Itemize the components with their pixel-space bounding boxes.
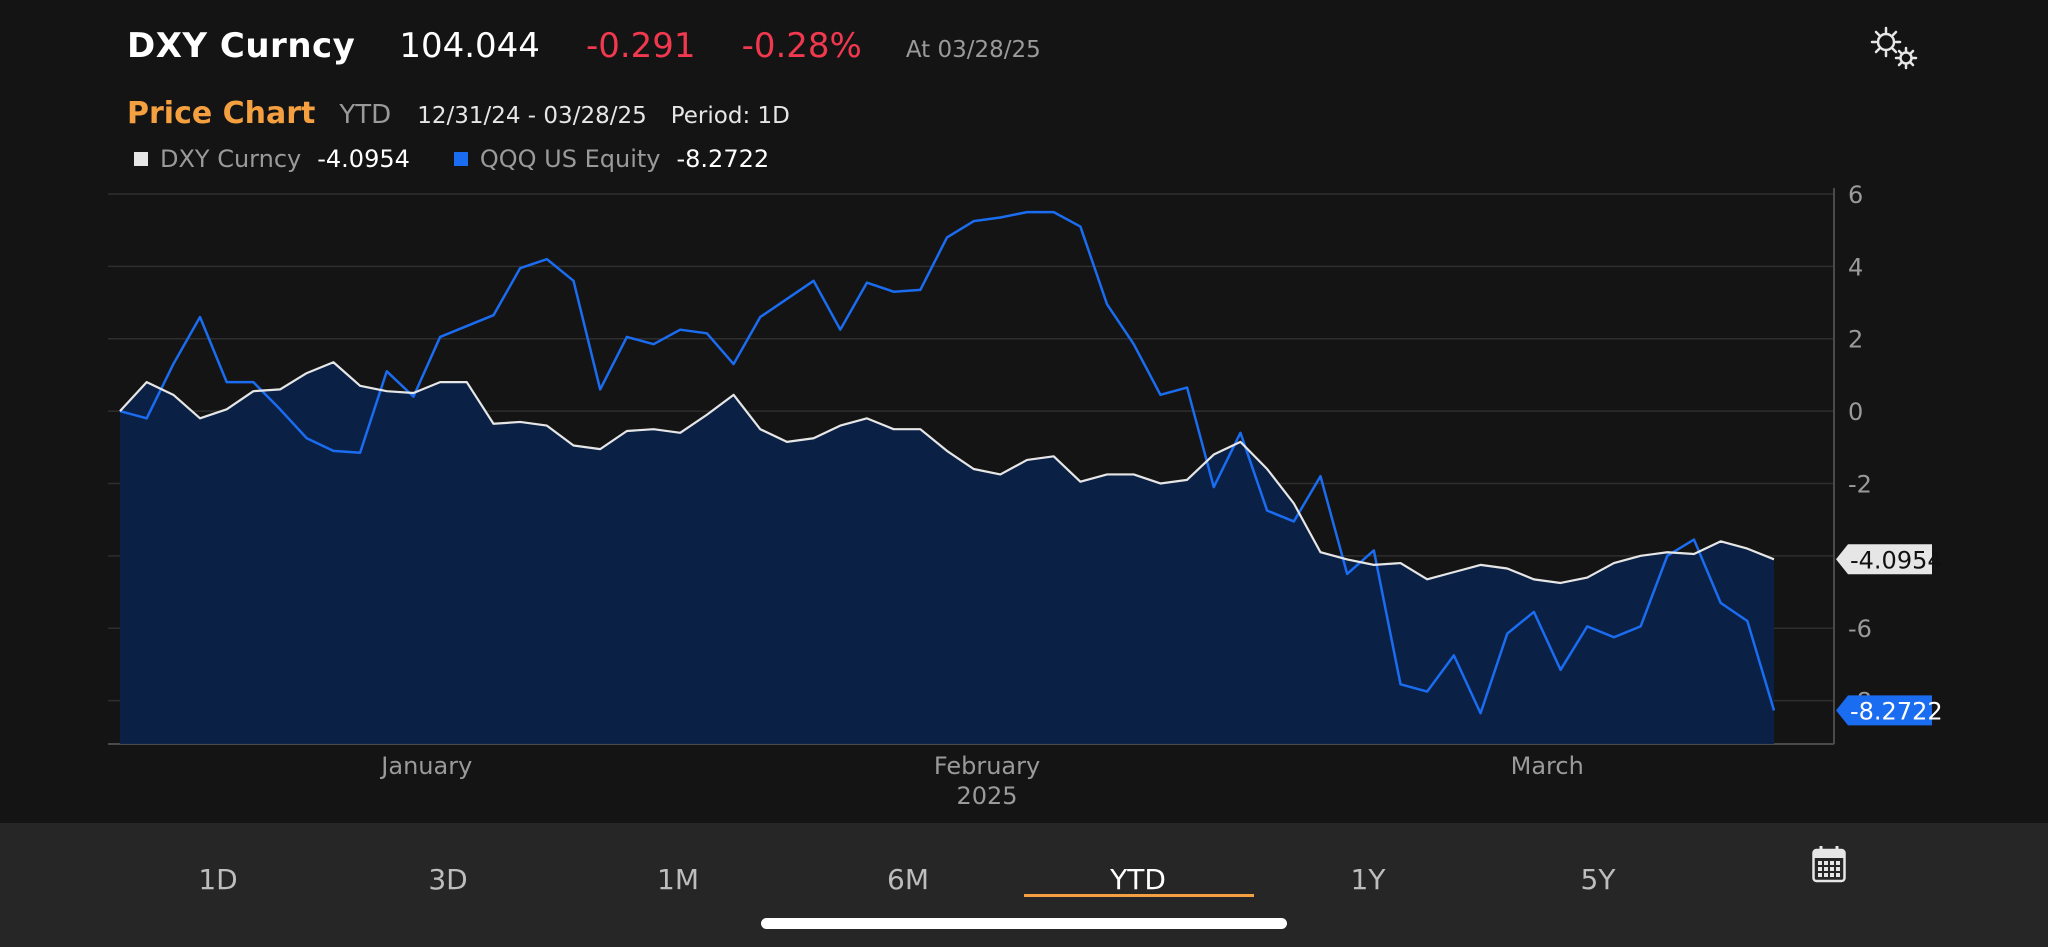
chart-title: Price Chart [127,96,316,131]
last-price: 104.044 [399,26,540,66]
date-range: 12/31/24 - 03/28/25 [417,103,647,129]
legend-item-qqq: QQQ US Equity -8.2722 [453,145,770,173]
x-tick-label: January [379,752,472,780]
price-chart[interactable]: 6420-2-4-6-8-4.0954-8.2722JanuaryFebruar… [0,180,2048,823]
qqq-last-value-tag: -8.2722 [1850,697,1943,725]
x-year-label: 2025 [956,782,1017,810]
legend-name-dxy: DXY Curncy [160,145,302,173]
tab-1d[interactable]: 1D [198,863,238,896]
legend-value-qqq: -8.2722 [676,145,770,173]
y-tick-label: -2 [1848,470,1872,498]
tab-1m[interactable]: 1M [657,863,699,896]
as-of-date: At 03/28/25 [905,37,1041,63]
price-change-percent: -0.28% [741,26,862,66]
period-label: Period: 1D [670,103,790,129]
dxy-last-value-tag-bg [1836,544,1932,575]
legend-swatch-qqq [453,152,468,166]
dxy-series-line [119,361,1775,585]
tab-1y[interactable]: 1Y [1350,863,1386,896]
dxy-last-value-tag: -4.0954 [1850,546,1943,574]
quote-header: DXY Curncy 104.044 -0.291 -0.28% At 03/2… [127,26,1041,76]
legend-swatch-dxy [134,152,148,166]
x-tick-label: February [934,752,1040,780]
home-indicator [761,918,1287,929]
tab-5y[interactable]: 5Y [1580,863,1616,896]
y-tick-label: 4 [1848,253,1863,281]
tab-6m[interactable]: 6M [887,863,929,896]
chart-subheader: Price Chart YTD 12/31/24 - 03/28/25 Peri… [127,96,790,131]
legend-item-dxy: DXY Curncy -4.0954 [134,145,410,173]
range-label: YTD [339,100,392,130]
tab-ytd[interactable]: YTD [1110,863,1166,896]
y-tick-label: -6 [1848,615,1872,643]
y-tick-label: 6 [1848,181,1863,209]
ticker-symbol: DXY Curncy [127,26,356,66]
price-change: -0.291 [585,26,696,66]
tab-3d[interactable]: 3D [428,863,468,896]
calendar-icon[interactable] [1812,845,1846,883]
chart-legend: DXY Curncy -4.0954 QQQ US Equity -8.2722 [134,145,769,173]
x-tick-label: March [1511,752,1584,780]
active-tab-indicator [1024,894,1254,897]
y-tick-label: 2 [1848,326,1863,354]
dxy-area-fill [120,362,1774,744]
legend-value-dxy: -4.0954 [317,145,410,173]
settings-gears-icon[interactable] [1866,24,1922,74]
qqq-series-line [119,210,1776,715]
range-tab-bar: 1D 3D 1M 6M YTD 1Y 5Y [0,823,2048,947]
legend-name-qqq: QQQ US Equity [479,145,661,173]
y-tick-label: 0 [1848,398,1863,426]
qqq-last-value-tag-bg [1836,695,1932,726]
